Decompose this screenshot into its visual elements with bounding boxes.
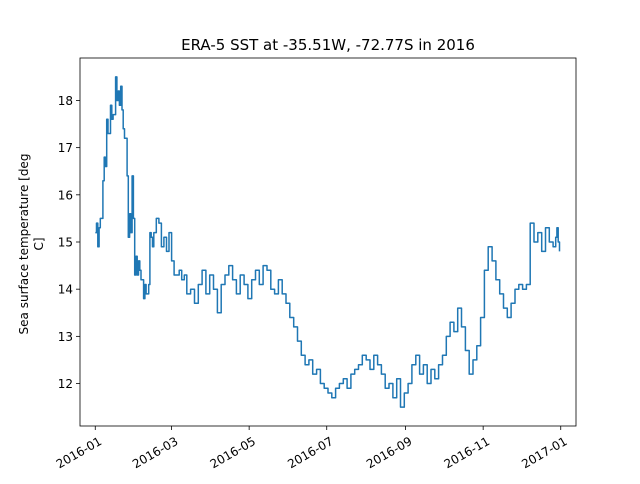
y-tick-label: 14 xyxy=(58,283,73,297)
y-tick-label: 16 xyxy=(58,188,73,202)
chart-title: ERA-5 SST at -35.51W, -72.77S in 2016 xyxy=(181,36,475,54)
y-axis-label-continued: C] xyxy=(32,237,46,250)
y-axis: 12 13 14 15 16 17 18 xyxy=(58,94,80,391)
y-tick-label: 18 xyxy=(58,94,73,108)
y-tick-label: 13 xyxy=(58,330,73,344)
y-tick-label: 15 xyxy=(58,236,73,250)
y-tick-label: 12 xyxy=(58,377,73,391)
y-axis-label: Sea surface temperature [deg xyxy=(17,154,31,335)
series-line xyxy=(95,76,561,408)
y-tick-label: 17 xyxy=(58,141,73,155)
